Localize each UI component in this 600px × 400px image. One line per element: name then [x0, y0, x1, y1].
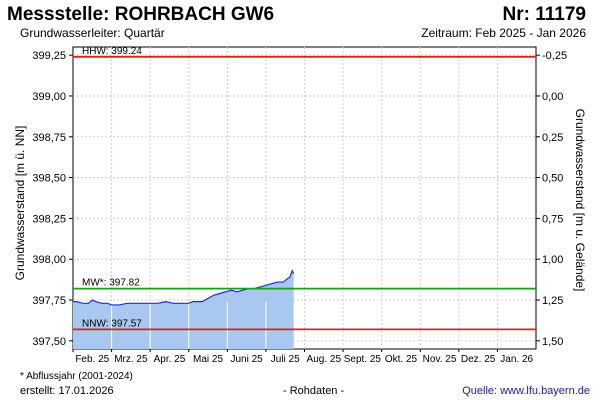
page-title: Messstelle: ROHRBACH GW6	[7, 4, 275, 25]
y-tick-label: 399,25	[32, 50, 66, 62]
x-tick-label: Aug. 25	[307, 354, 342, 365]
y-axis-title: Grundwasserstand [m ü. NN]	[13, 126, 27, 281]
y-tick-label: 399,00	[32, 91, 66, 103]
y-tick-label: 397,75	[32, 295, 66, 307]
y2-tick-label: 1,25	[542, 295, 563, 307]
y-tick-label: 397,50	[32, 336, 66, 348]
station-number: Nr: 11179	[502, 4, 586, 25]
y-tick-label: 398,25	[32, 213, 66, 225]
x-tick-label: Okt. 25	[385, 354, 418, 365]
y-tick-label: 398,00	[32, 254, 66, 266]
raw-data-label: - Rohdaten -	[283, 385, 345, 397]
y-tick-label: 398,50	[32, 173, 66, 185]
x-tick-label: Mrz. 25	[114, 354, 148, 365]
y2-tick-label: 0,00	[542, 91, 563, 103]
created-date: erstellt: 17.01.2026	[20, 385, 114, 397]
y2-tick-label: -0,25	[542, 50, 567, 62]
reference-label-nnw: NNW: 397.57	[82, 318, 142, 329]
y2-tick-label: 0,50	[542, 173, 563, 185]
x-tick-label: Juni 25	[231, 354, 264, 365]
y-tick-label: 398,75	[32, 132, 66, 144]
period-label: Zeitraum: Feb 2025 - Jan 2026	[421, 26, 586, 40]
aquifer-label: Grundwasserleiter: Quartär	[20, 26, 165, 40]
plot-frame	[72, 46, 537, 350]
x-tick-label: Jan. 26	[500, 354, 533, 365]
reference-label-hhw: HHW: 399.24	[82, 46, 142, 57]
series-line	[73, 269, 295, 306]
x-tick-label: Feb. 25	[75, 354, 109, 365]
y2-axis-title: Grundwasserstand [m u. Gelände]	[573, 109, 587, 292]
y2-tick-label: 0,75	[542, 213, 563, 225]
x-tick-label: Sept. 25	[344, 354, 382, 365]
y2-tick-label: 1,50	[542, 336, 563, 348]
x-tick-label: Apr. 25	[154, 354, 186, 365]
footnote: * Abflussjahr (2001-2024)	[20, 371, 133, 382]
x-tick-label: Dez. 25	[461, 354, 496, 365]
reference-label-mw: MW*: 397.82	[82, 278, 140, 289]
x-tick-label: Mai 25	[193, 354, 223, 365]
source-link[interactable]: Quelle: www.lfu.bayern.de	[462, 385, 590, 397]
x-tick-label: Juli 25	[271, 354, 300, 365]
y2-tick-label: 0,25	[542, 132, 563, 144]
x-tick-label: Nov. 25	[423, 354, 457, 365]
y2-tick-label: 1,00	[542, 254, 563, 266]
